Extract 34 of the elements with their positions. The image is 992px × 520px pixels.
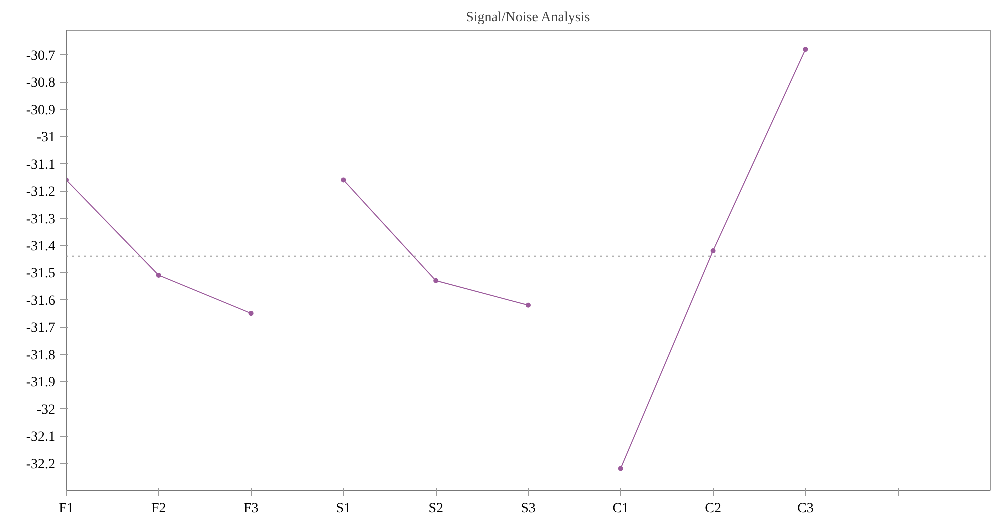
x-tick-label: S3 [521,502,536,516]
point [803,47,808,52]
x-tick-label: C2 [705,502,722,516]
point [156,272,162,278]
y-tick-label: -32.2 [26,457,56,472]
y-tick-label: -30.9 [26,103,56,118]
y-tick-label: -31.5 [26,266,56,282]
x-tick-label: F1 [59,502,74,516]
y-tick-label: -31.7 [26,321,56,336]
y-tick-label: -31.6 [26,294,56,309]
point [341,178,346,183]
point [248,311,254,316]
point [710,248,716,254]
chart-title: Signal/Noise Analysis [466,10,590,26]
y-tick-label: -31.3 [26,212,56,228]
x-tick-label: F2 [152,502,166,516]
y-tick-label: -31.4 [26,240,56,255]
point [526,302,531,308]
y-tick-label: -32.1 [26,430,56,446]
y-tick-label: -31.1 [26,158,56,173]
x-tick-label: C3 [798,502,814,516]
x-tick-label: S1 [336,502,352,516]
x-tick-label: F3 [244,502,259,516]
y-tick-label: -32 [36,402,56,418]
y-tick-label: -30.8 [26,76,56,92]
y-tick-label: -31.2 [26,185,56,200]
y-tick-label: -31.8 [26,348,56,364]
point [618,466,624,472]
y-tick-label: -31 [36,130,56,146]
x-tick-label: S2 [428,502,444,516]
point [434,278,439,284]
y-tick-label: -31.9 [26,376,56,391]
x-tick-label: C1 [612,502,630,516]
y-tick-label: -30.7 [26,48,56,64]
